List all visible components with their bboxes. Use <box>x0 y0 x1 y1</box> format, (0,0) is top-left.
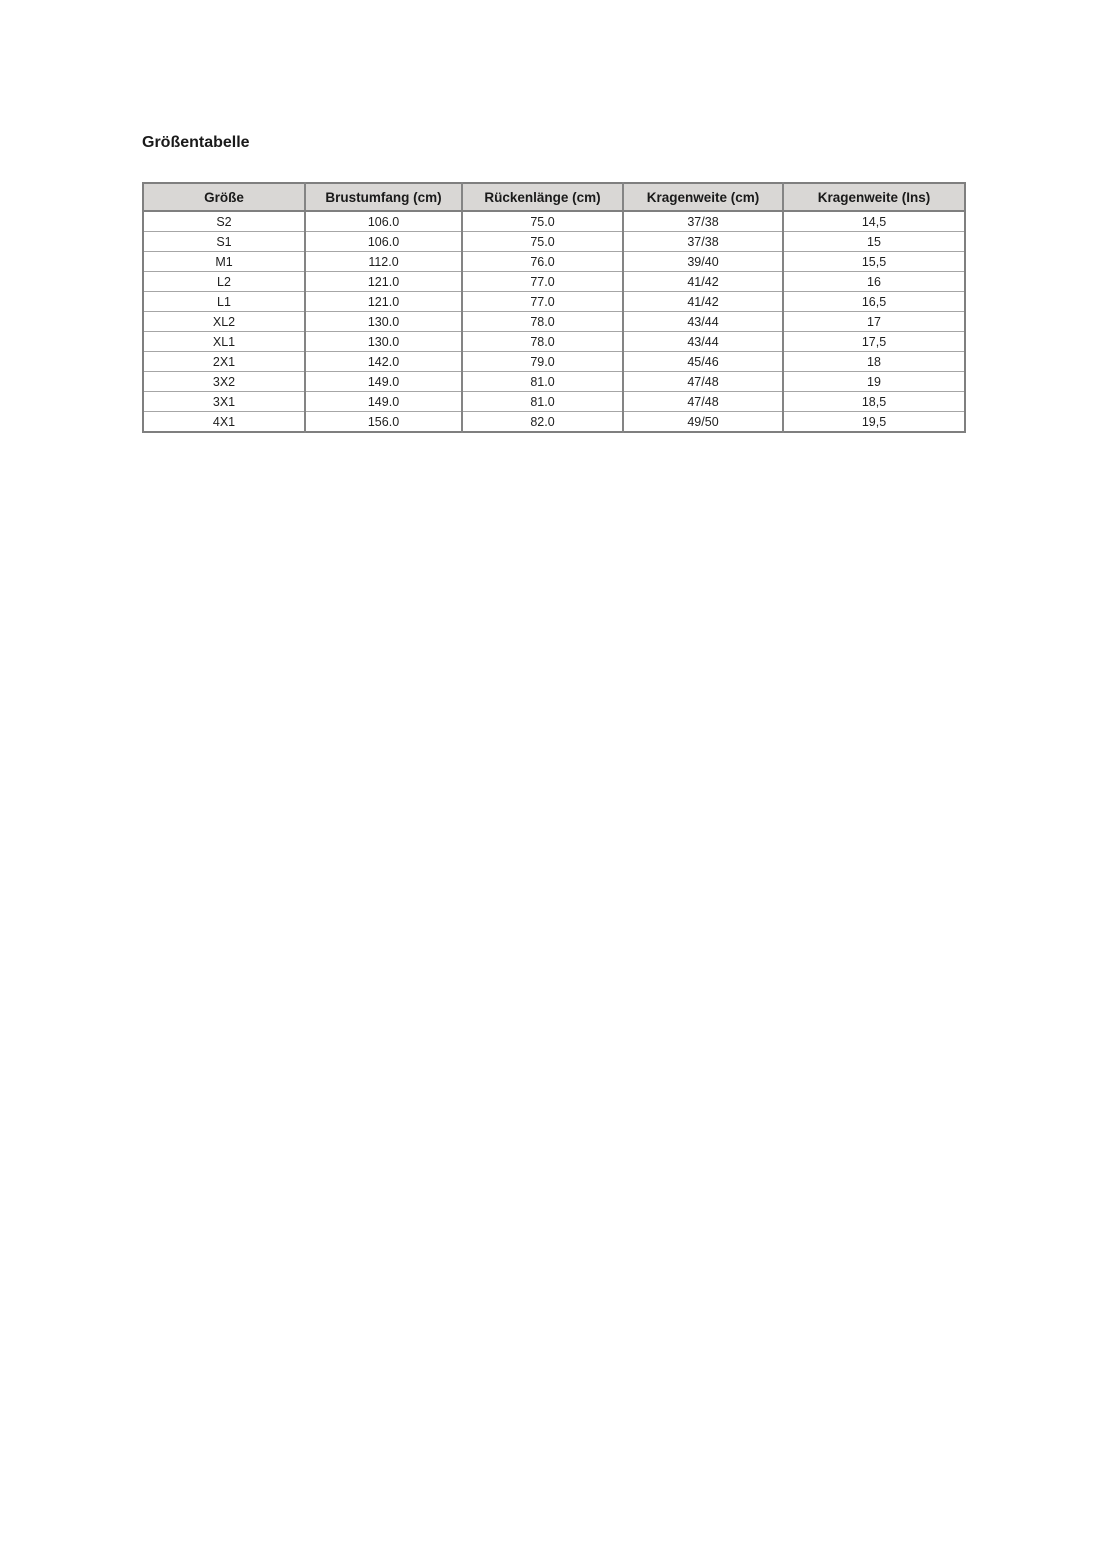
table-cell: 78.0 <box>461 331 623 352</box>
table-body: S2 106.0 75.0 37/38 14,5 S1 106.0 75.0 37/38 15 M1… <box>143 211 965 432</box>
table-cell: XL2 <box>143 311 305 332</box>
table-cell: 121.0 <box>304 291 462 312</box>
table-cell: 121.0 <box>304 271 462 292</box>
table-cell: 142.0 <box>304 351 462 372</box>
table-cell: 106.0 <box>304 211 462 232</box>
page-title: Größentabelle <box>142 134 250 151</box>
table-cell: 19,5 <box>782 411 965 432</box>
table-cell: 112.0 <box>304 251 462 272</box>
table-cell: 156.0 <box>304 411 462 432</box>
table-row: L2 121.0 77.0 41/42 16 <box>143 271 965 292</box>
table-cell: 18,5 <box>782 391 965 412</box>
table-cell: 16,5 <box>782 291 965 312</box>
column-header: Kragenweite (Ins) <box>782 183 965 212</box>
table-cell: 43/44 <box>622 311 783 332</box>
table-cell: L2 <box>143 271 305 292</box>
table-cell: 19 <box>782 371 965 392</box>
table-row: L1 121.0 77.0 41/42 16,5 <box>143 291 965 312</box>
table-cell: 49/50 <box>622 411 783 432</box>
table-cell: 76.0 <box>461 251 623 272</box>
column-header: Größe <box>143 183 305 212</box>
table-cell: 149.0 <box>304 371 462 392</box>
table-cell: 75.0 <box>461 211 623 232</box>
table-row: XL2 130.0 78.0 43/44 17 <box>143 311 965 332</box>
table-cell: 41/42 <box>622 291 783 312</box>
table-cell: 16 <box>782 271 965 292</box>
table-cell: 4X1 <box>143 411 305 432</box>
table-cell: 130.0 <box>304 311 462 332</box>
table-cell: 37/38 <box>622 231 783 252</box>
table-cell: 149.0 <box>304 391 462 412</box>
table-cell: 130.0 <box>304 331 462 352</box>
table-cell: 18 <box>782 351 965 372</box>
table-cell: S2 <box>216 214 232 229</box>
table-row: XL1 130.0 78.0 43/44 17,5 <box>143 331 965 352</box>
table-cell: 78.0 <box>461 311 623 332</box>
table-cell: 77.0 <box>461 291 623 312</box>
table-row: M1 112.0 76.0 39/40 15,5 <box>143 251 965 272</box>
table-row: 2X1 142.0 79.0 45/46 18 <box>143 351 965 372</box>
column-header: Kragenweite (cm) <box>622 183 783 212</box>
table-cell: 15 <box>782 231 965 252</box>
table-cell: 81.0 <box>461 371 623 392</box>
table-cell: 45/46 <box>622 351 783 372</box>
table-cell: 3X2 <box>143 371 305 392</box>
table-cell: M1 <box>143 251 305 272</box>
table-cell: L1 <box>143 291 305 312</box>
table-cell: 81.0 <box>461 391 623 412</box>
column-header: Rückenlänge (cm) <box>461 183 623 212</box>
table-row: 4X1 156.0 82.0 49/50 19,5 <box>143 411 965 432</box>
table-cell: 47/48 <box>622 391 783 412</box>
column-header: Brustumfang (cm) <box>304 183 462 212</box>
table-cell: S1 <box>143 231 305 252</box>
table-cell: XL1 <box>143 331 305 352</box>
table-row: S2 106.0 75.0 37/38 14,5 <box>143 211 965 232</box>
table-cell: 82.0 <box>461 411 623 432</box>
table-cell: 17 <box>782 311 965 332</box>
table-cell: 17,5 <box>782 331 965 352</box>
table-cell: 106.0 <box>304 231 462 252</box>
table-header-row: Größe Brustumfang (cm) Rückenlänge (cm) Kra… <box>143 183 965 212</box>
size-table: Größe Brustumfang (cm) Rückenlänge (cm) Kra… <box>142 182 966 433</box>
table-row: S1 106.0 75.0 37/38 15 <box>143 231 965 252</box>
table-row: 3X1 149.0 81.0 47/48 18,5 <box>143 391 965 412</box>
table-cell: 14,5 <box>782 211 965 232</box>
table-cell: 15,5 <box>782 251 965 272</box>
table-cell: 3X1 <box>143 391 305 412</box>
table-row: 3X2 149.0 81.0 47/48 19 <box>143 371 965 392</box>
table-cell: 43/44 <box>622 331 783 352</box>
table-cell: 37/38 <box>622 211 783 232</box>
table-cell: 77.0 <box>461 271 623 292</box>
table-cell: 79.0 <box>461 351 623 372</box>
table-cell: 41/42 <box>622 271 783 292</box>
table-cell: 2X1 <box>143 351 305 372</box>
table-cell: 75.0 <box>461 231 623 252</box>
table-cell: 39/40 <box>622 251 783 272</box>
table-cell: 47/48 <box>622 371 783 392</box>
